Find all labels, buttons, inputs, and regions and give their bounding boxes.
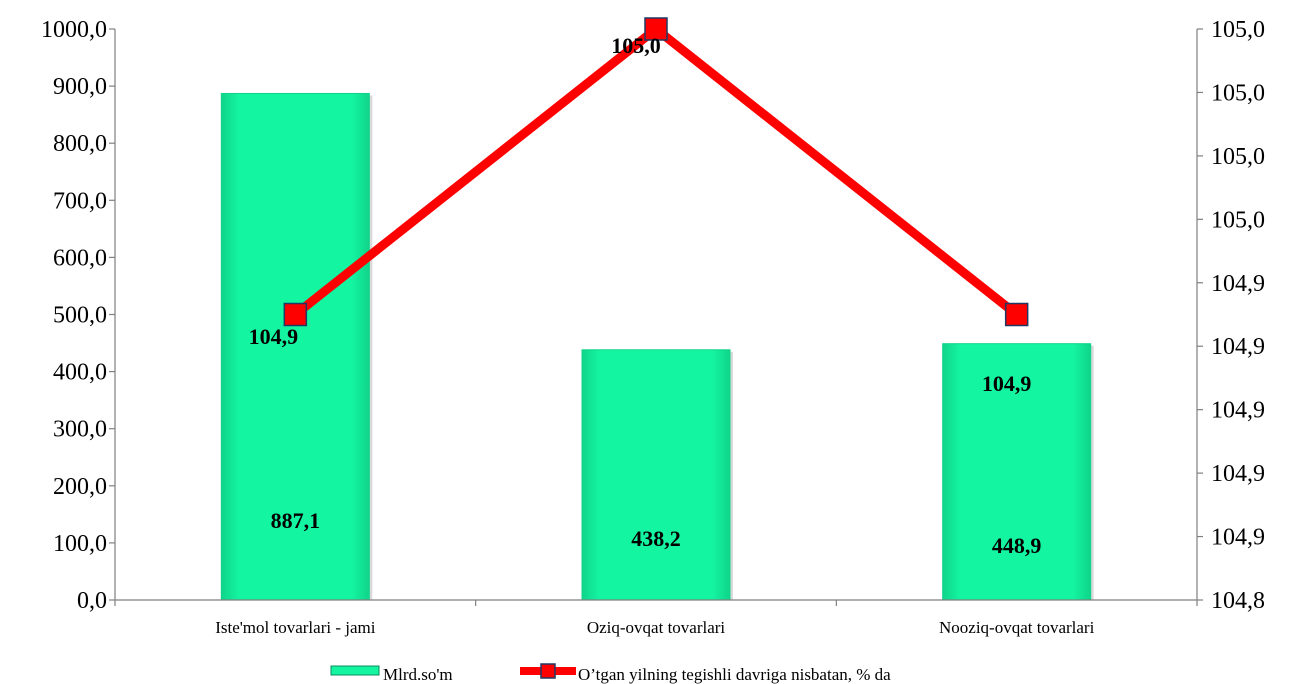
left-tick-label: 200,0 xyxy=(53,474,107,500)
bar xyxy=(220,92,370,601)
line-data-label: 104,9 xyxy=(249,324,299,349)
legend-bar-label: Mlrd.so'm xyxy=(383,665,453,684)
right-tick-label: 104,9 xyxy=(1211,398,1265,424)
left-tick-label: 600,0 xyxy=(53,245,107,271)
right-tick-label: 104,9 xyxy=(1211,461,1265,487)
line-series xyxy=(292,23,1020,319)
category-label: Iste'mol tovarlari - jami xyxy=(215,618,376,637)
line-marker xyxy=(644,17,668,41)
bar xyxy=(581,349,731,601)
legend-line-marker xyxy=(540,663,556,679)
right-tick-label: 105,0 xyxy=(1211,80,1265,106)
right-tick-label: 104,9 xyxy=(1211,334,1265,360)
right-tick-label: 105,0 xyxy=(1211,17,1265,43)
category-label: Oziq-ovqat tovarlari xyxy=(587,618,726,637)
left-tick-label: 900,0 xyxy=(53,74,107,100)
left-tick-label: 1000,0 xyxy=(41,17,107,43)
bar-data-label: 448,9 xyxy=(992,533,1042,558)
right-tick-label: 105,0 xyxy=(1211,144,1265,170)
line-data-label: 104,9 xyxy=(982,371,1032,396)
left-tick-label: 700,0 xyxy=(53,188,107,214)
left-tick-label: 0,0 xyxy=(77,588,107,614)
left-tick-label: 400,0 xyxy=(53,360,107,386)
legend-line-label: O’tgan yilning tegishli davriga nisbatan… xyxy=(578,665,891,684)
category-label: Nooziq-ovqat tovarlari xyxy=(939,618,1095,637)
right-tick-label: 104,8 xyxy=(1211,588,1265,614)
right-tick-label: 105,0 xyxy=(1211,207,1265,233)
left-tick-label: 800,0 xyxy=(53,131,107,157)
left-tick-label: 300,0 xyxy=(53,417,107,443)
bar-data-label: 438,2 xyxy=(631,526,681,551)
line-data-label: 105,0 xyxy=(611,33,661,58)
line-marker xyxy=(283,302,308,327)
line-marker xyxy=(1004,302,1029,327)
right-tick-label: 104,9 xyxy=(1211,525,1265,551)
bar-data-label: 887,1 xyxy=(271,508,321,533)
left-tick-label: 100,0 xyxy=(53,531,107,557)
left-tick-label: 500,0 xyxy=(53,303,107,329)
right-tick-label: 104,9 xyxy=(1211,271,1265,297)
legend-bar-swatch xyxy=(330,665,380,676)
bar xyxy=(942,343,1092,601)
